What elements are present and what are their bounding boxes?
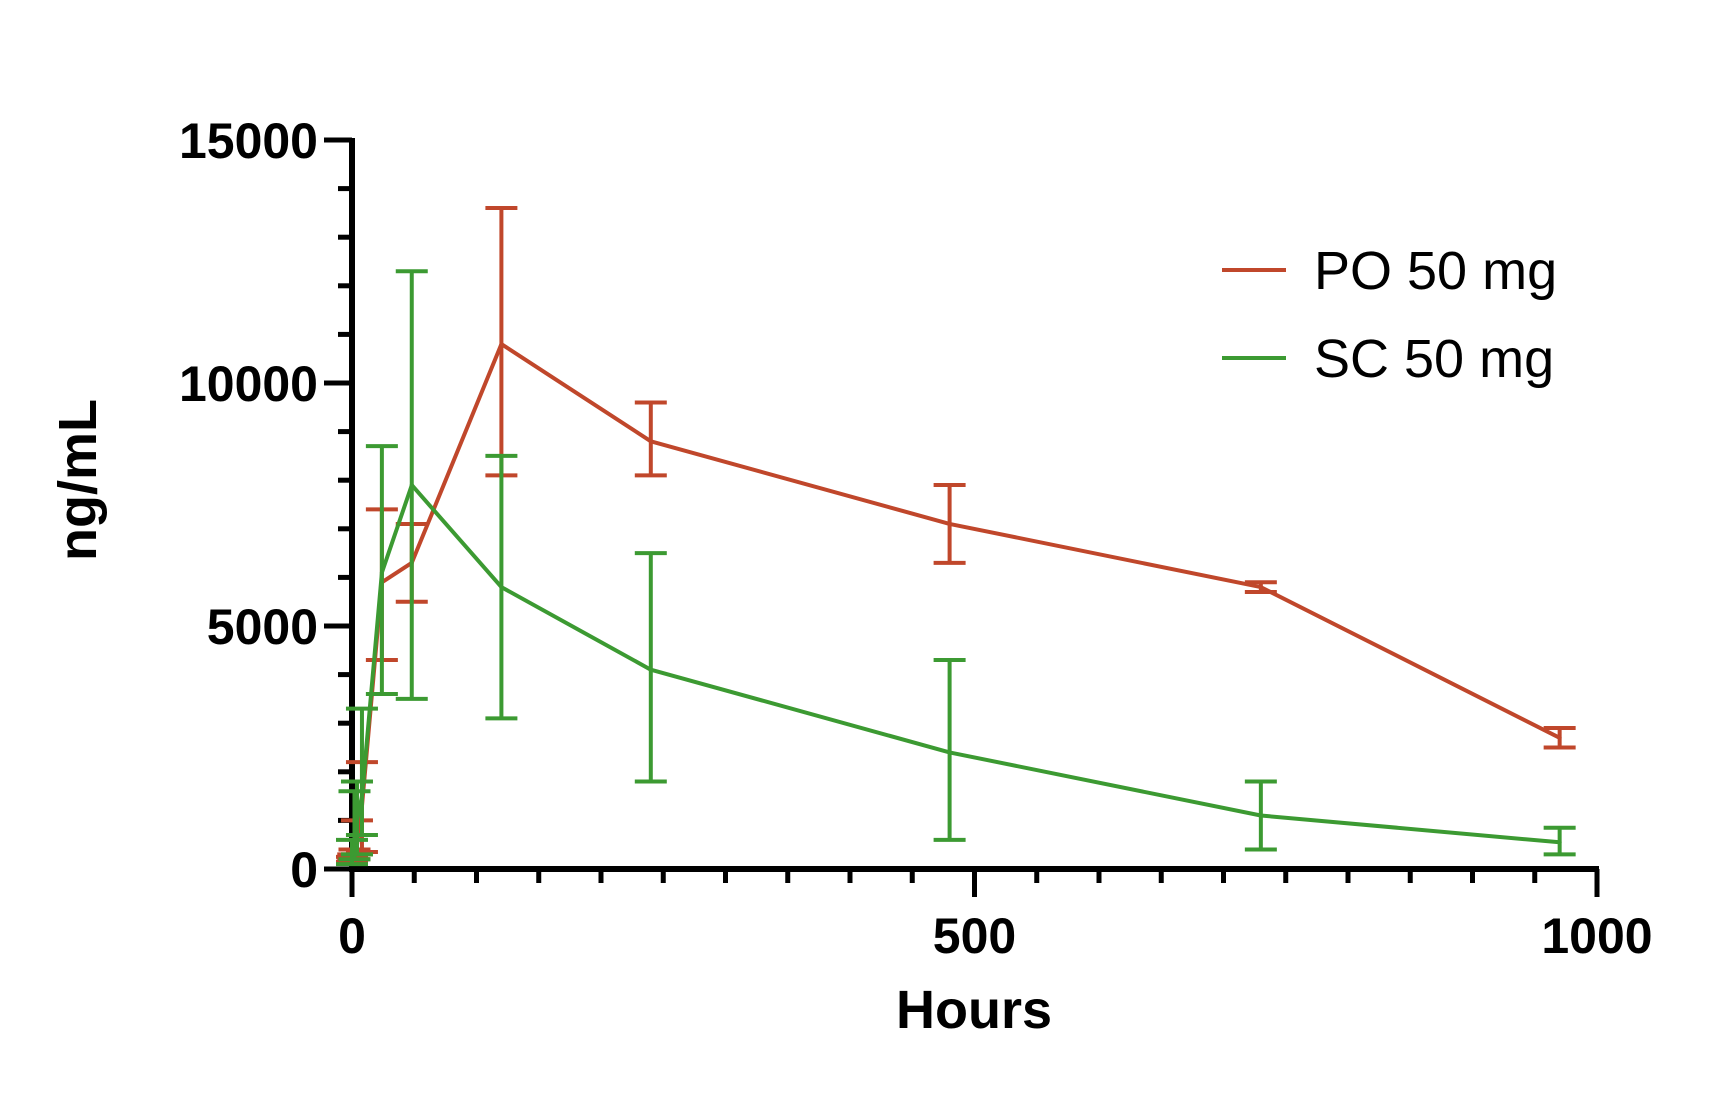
legend-label: SC 50 mg <box>1314 329 1554 389</box>
y-tick-label: 15000 <box>179 113 318 169</box>
data-point <box>409 483 414 488</box>
data-point <box>1258 585 1263 590</box>
x-axis-title: Hours <box>896 980 1052 1040</box>
series-layer <box>336 206 1576 867</box>
y-tick-label: 10000 <box>179 356 318 412</box>
series-line <box>350 483 1560 855</box>
x-tick-label: 0 <box>338 908 366 964</box>
data-point <box>1258 813 1263 818</box>
y-axis-title: ng/mL <box>48 399 108 561</box>
axes: 0 5000 10000 15000 0 500 1000 <box>179 113 1653 964</box>
data-point <box>359 794 364 799</box>
y-tick-label: 5000 <box>207 599 318 655</box>
series-1 <box>336 206 1576 864</box>
series-line <box>350 342 1561 861</box>
y-tick-label: 0 <box>290 842 318 898</box>
data-point <box>947 750 952 755</box>
series-2 <box>336 269 1576 867</box>
data-point <box>499 585 504 590</box>
data-point <box>648 439 653 444</box>
data-point <box>1557 735 1562 740</box>
x-tick-label: 500 <box>933 908 1016 964</box>
data-point <box>947 521 952 526</box>
data-point <box>1557 840 1562 845</box>
legend-label: PO 50 mg <box>1314 241 1557 301</box>
data-point <box>648 667 653 672</box>
data-point <box>352 842 357 847</box>
data-point <box>354 818 359 823</box>
data-point <box>350 852 354 857</box>
data-point <box>379 570 384 575</box>
legend: PO 50 mg SC 50 mg <box>1222 241 1557 389</box>
data-point <box>499 342 504 347</box>
x-tick-label: 1000 <box>1541 908 1652 964</box>
